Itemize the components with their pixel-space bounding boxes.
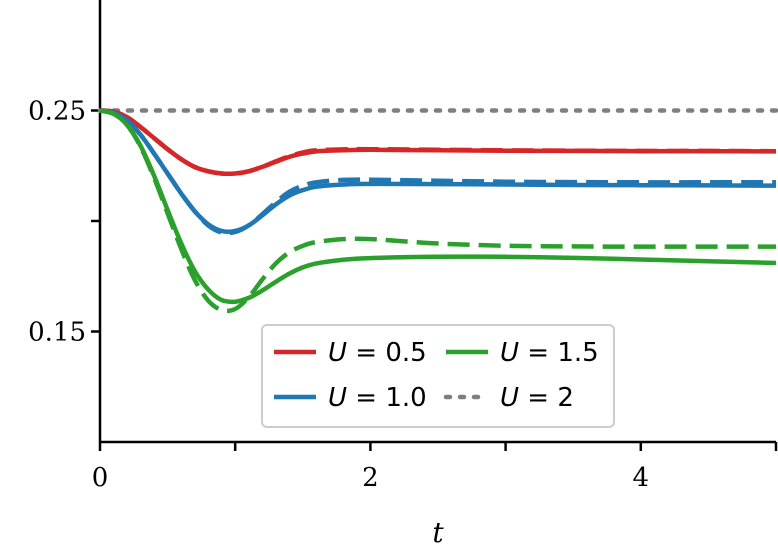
legend-box (261, 324, 615, 428)
legend-label-u10: U = 1.0 (328, 383, 427, 413)
legend-label-u2: U = 2 (500, 383, 574, 413)
series-lines (97, 108, 778, 314)
series-u10-line (99, 108, 777, 234)
legend: U = 0.5 U = 1.5 U = 1.0 U = 2 (261, 324, 615, 428)
series-u10d-line (99, 108, 776, 236)
y-tick-label-2: 0.15 (28, 318, 86, 348)
x-tick-label-4: 4 (633, 463, 650, 493)
x-tick-label-0: 0 (92, 463, 109, 493)
axes: 0 2 4 0.25 0.15 (28, 0, 778, 493)
x-axis-title: t (432, 516, 444, 546)
y-tick-label-0: 0.25 (28, 97, 86, 127)
legend-label-u15: U = 1.5 (500, 338, 599, 368)
legend-label-u05: U = 0.5 (328, 338, 427, 368)
series-u15-line (99, 108, 777, 305)
series-u05-line (99, 108, 777, 177)
series-u05d-line (99, 108, 777, 177)
x-tick-label-2: 2 (362, 463, 379, 493)
